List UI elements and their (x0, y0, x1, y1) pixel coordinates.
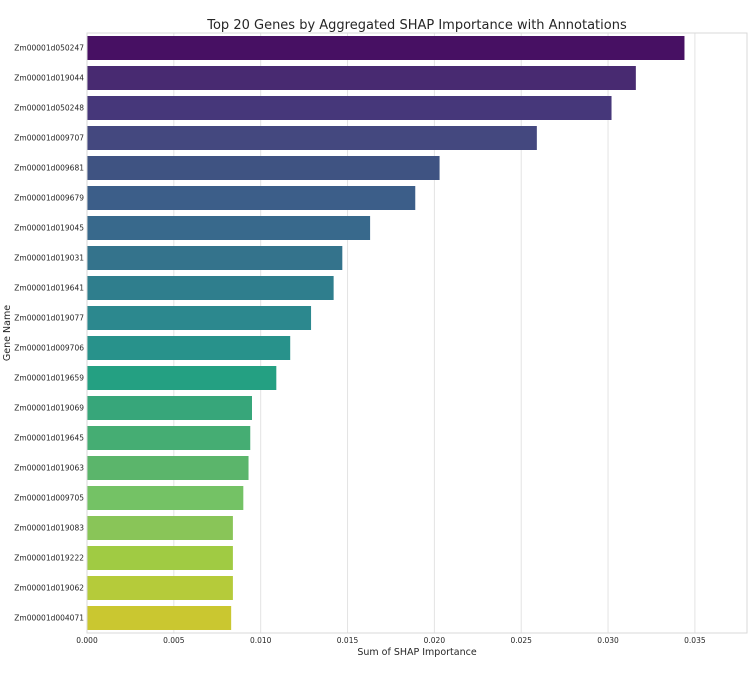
bar (87, 336, 291, 360)
y-tick-label: Zm00001d019077 (14, 314, 84, 323)
y-tick-label: Zm00001d019045 (14, 224, 84, 233)
x-tick-label: 0.015 (337, 636, 359, 645)
y-tick-label: Zm00001d050247 (14, 44, 84, 53)
chart-title: Top 20 Genes by Aggregated SHAP Importan… (206, 18, 627, 33)
bar (87, 66, 636, 90)
y-tick-label: Zm00001d004071 (14, 614, 84, 623)
x-tick-label: 0.020 (424, 636, 446, 645)
x-tick-label: 0.000 (76, 636, 98, 645)
x-tick-label: 0.030 (597, 636, 619, 645)
bar (87, 126, 537, 150)
y-tick-label: Zm00001d009679 (14, 194, 84, 203)
y-tick-label: Zm00001d019044 (14, 74, 84, 83)
y-tick-label: Zm00001d019083 (14, 524, 84, 533)
bar (87, 606, 232, 630)
bar (87, 486, 244, 510)
plot-frame (86, 32, 748, 634)
bar (87, 396, 252, 420)
x-tick-label: 0.005 (163, 636, 185, 645)
x-axis-label: Sum of SHAP Importance (357, 647, 477, 658)
x-tick-labels: 0.000 0.005 0.010 0.015 0.020 0.025 0.030 0.035 (76, 636, 706, 645)
bar (87, 276, 334, 300)
bar (87, 96, 612, 120)
x-tick-label: 0.035 (684, 636, 706, 645)
x-tick-label: 0.010 (250, 636, 272, 645)
y-axis-label: Gene Name (2, 305, 13, 361)
y-tick-label: Zm00001d009707 (14, 134, 84, 143)
y-tick-label: Zm00001d019062 (14, 584, 84, 593)
bar (87, 246, 343, 270)
y-tick-label: Zm00001d019222 (14, 554, 84, 563)
bar (87, 516, 233, 540)
bar (87, 426, 251, 450)
y-tick-label: Zm00001d019031 (14, 254, 84, 263)
bar (87, 546, 233, 570)
y-tick-label: Zm00001d009705 (14, 494, 84, 503)
y-tick-label: Zm00001d019069 (14, 404, 84, 413)
bar (87, 36, 685, 60)
y-tick-label: Zm00001d009706 (14, 344, 84, 353)
y-tick-labels: Zm00001d050247 Zm00001d019044 Zm00001d0502… (14, 44, 84, 623)
y-tick-label: Zm00001d019645 (14, 434, 84, 443)
bar (87, 306, 312, 330)
y-tick-label: Zm00001d050248 (14, 104, 84, 113)
y-tick-label: Zm00001d009681 (14, 164, 84, 173)
bar (87, 216, 371, 240)
x-tick-label: 0.025 (510, 636, 532, 645)
bar (87, 156, 440, 180)
y-tick-label: Zm00001d019641 (14, 284, 84, 293)
bar (87, 186, 416, 210)
bars (87, 36, 685, 630)
y-tick-label: Zm00001d019063 (14, 464, 84, 473)
bar (87, 576, 233, 600)
bar (87, 456, 249, 480)
bar (87, 366, 277, 390)
y-tick-label: Zm00001d019659 (14, 374, 84, 383)
